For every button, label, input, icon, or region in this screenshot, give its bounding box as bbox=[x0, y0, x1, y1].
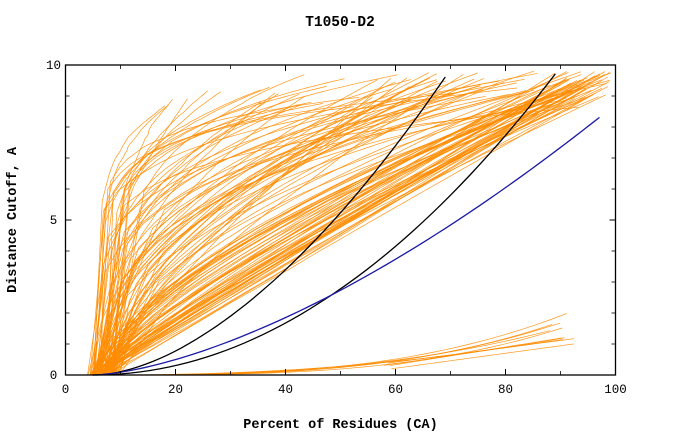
svg-text:20: 20 bbox=[168, 383, 183, 397]
svg-text:T1050-D2: T1050-D2 bbox=[305, 15, 375, 31]
svg-text:60: 60 bbox=[388, 383, 403, 397]
svg-text:Distance Cutoff, A: Distance Cutoff, A bbox=[6, 146, 21, 293]
svg-text:0: 0 bbox=[62, 383, 70, 397]
svg-text:100: 100 bbox=[604, 383, 627, 397]
svg-text:5: 5 bbox=[50, 214, 58, 228]
svg-text:Percent of Residues (CA): Percent of Residues (CA) bbox=[243, 418, 437, 433]
svg-text:0: 0 bbox=[50, 369, 58, 383]
svg-text:40: 40 bbox=[278, 383, 293, 397]
svg-text:10: 10 bbox=[46, 59, 61, 73]
svg-text:80: 80 bbox=[498, 383, 513, 397]
